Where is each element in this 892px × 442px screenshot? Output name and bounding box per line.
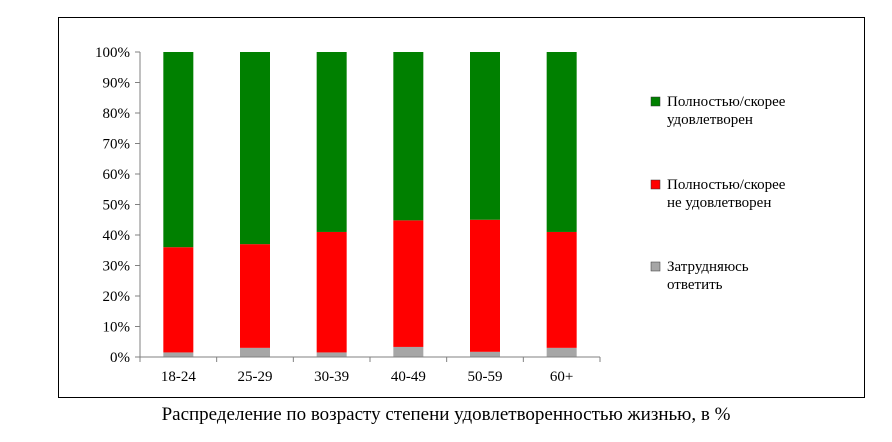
y-axis-tick-labels: 0% 10% 20% 30% 40% 50% 60% 70% 80% 90% 100% — [95, 45, 140, 366]
chart-frame — [58, 17, 865, 398]
y-tick-label: 50% — [103, 198, 131, 214]
stacked-bar-chart: 0% 10% 20% 30% 40% 50% 60% 70% 80% 90% 100% 18-24 2… — [95, 45, 786, 385]
bar-segment — [316, 231, 347, 353]
legend: Полностью/скорее удовлетворен Полностью/ск… — [650, 94, 786, 293]
bar-segment — [240, 52, 270, 245]
legend-label: Полностью/скорее — [667, 177, 786, 193]
bar-segment — [470, 351, 500, 357]
y-tick-label: 80% — [103, 106, 131, 122]
y-tick-label: 100% — [95, 45, 130, 61]
bar-segment — [240, 244, 270, 348]
bar-segment — [240, 347, 270, 357]
x-tick-label: 18-24 — [161, 369, 196, 385]
legend-label: ответить — [667, 277, 723, 293]
bar-segment — [316, 352, 347, 357]
bar-segment — [163, 352, 194, 357]
y-tick-label: 40% — [103, 228, 131, 244]
bar-segment — [163, 52, 194, 248]
bar-segment — [546, 52, 577, 232]
y-tick-label: 90% — [103, 76, 131, 92]
y-tick-label: 10% — [103, 320, 131, 336]
x-tick-label: 50-59 — [468, 369, 503, 385]
legend-label: Полностью/скорее — [667, 94, 786, 110]
bar-segment — [393, 52, 424, 221]
legend-swatch — [650, 261, 661, 272]
legend-label: не удовлетворен — [667, 195, 771, 211]
x-axis-tick-labels: 18-24 25-29 30-39 40-49 50-59 60+ — [139, 357, 601, 385]
bar-segment — [393, 220, 424, 347]
bar-segment — [546, 347, 577, 357]
y-tick-label: 0% — [110, 350, 130, 366]
bars — [163, 52, 577, 357]
x-tick-label: 60+ — [550, 369, 573, 385]
bar-segment — [546, 231, 577, 348]
x-tick-label: 25-29 — [238, 369, 273, 385]
chart-caption: Распределение по возрасту степени удовле… — [161, 404, 731, 425]
bar-segment — [470, 219, 500, 352]
y-tick-label: 30% — [103, 259, 131, 275]
legend-swatch — [650, 96, 661, 107]
legend-swatch — [650, 179, 661, 190]
y-tick-label: 20% — [103, 289, 131, 305]
y-tick-label: 70% — [103, 137, 131, 153]
x-tick-label: 30-39 — [314, 369, 349, 385]
legend-label: удовлетворен — [667, 112, 753, 128]
bar-segment — [316, 52, 347, 232]
x-tick-label: 40-49 — [391, 369, 426, 385]
bar-segment — [393, 346, 424, 357]
legend-label: Затрудняюсь — [667, 259, 749, 275]
bar-segment — [470, 52, 500, 220]
bar-segment — [163, 247, 194, 353]
y-tick-label: 60% — [103, 167, 131, 183]
